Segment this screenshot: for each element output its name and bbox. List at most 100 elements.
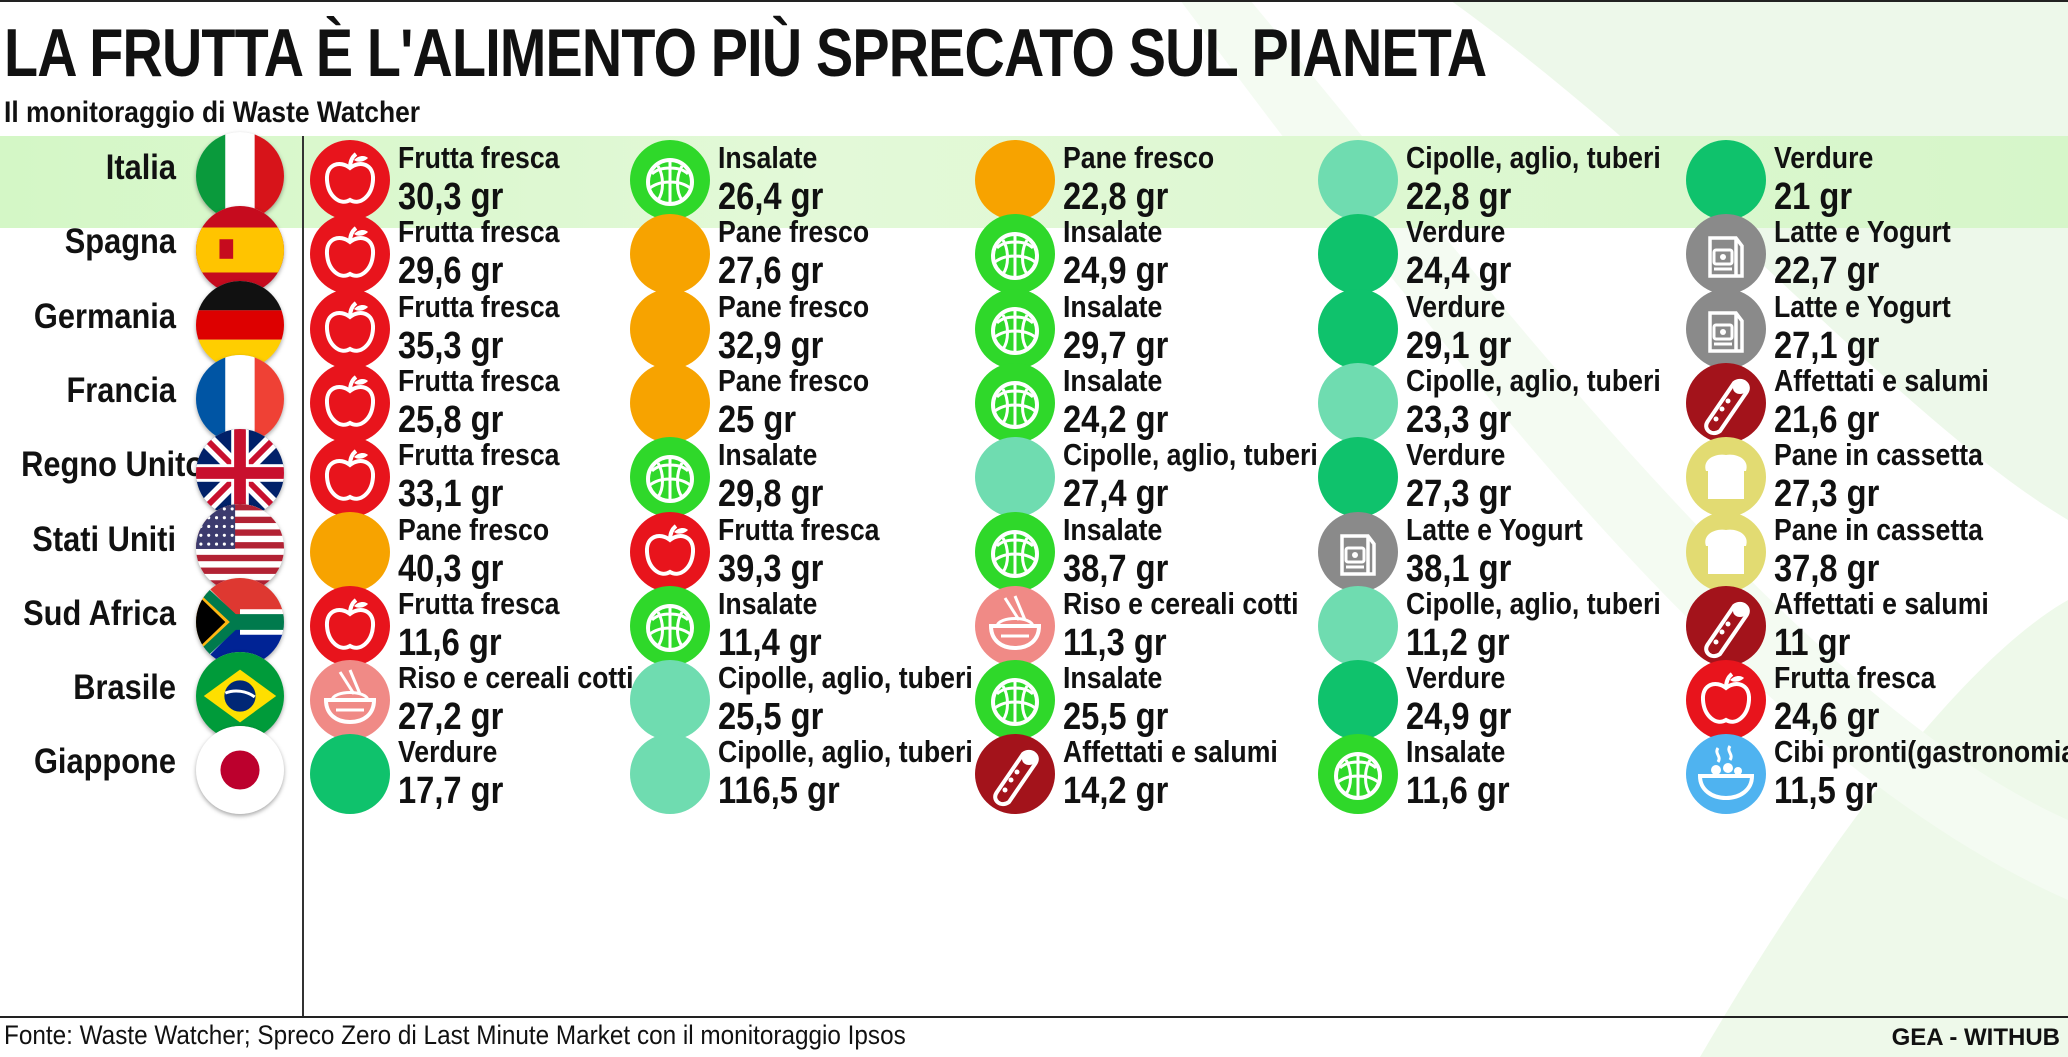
food-label: Cipolle, aglio, tuberi xyxy=(718,660,973,696)
country-name: Stati Uniti xyxy=(32,519,177,559)
food-item: Verdure 29,1 gr xyxy=(1318,281,1658,377)
food-value: 11,6 gr xyxy=(398,621,502,664)
food-label: Pane fresco xyxy=(1063,140,1215,175)
food-label: Frutta fresca xyxy=(398,140,560,175)
country-name: Italia xyxy=(105,148,176,187)
food-label: Frutta fresca xyxy=(398,585,560,621)
food-value: 37,8 gr xyxy=(1774,547,1880,590)
food-label: Insalate xyxy=(718,437,818,473)
apple-icon xyxy=(310,214,390,295)
food-label: Pane fresco xyxy=(718,362,870,398)
food-item: Latte e Yogurt 22,7 gr xyxy=(1686,206,2026,302)
food-value: 11 gr xyxy=(1774,621,1851,664)
food-value: 27,1 gr xyxy=(1774,324,1880,367)
page-subtitle: Il monitoraggio di Waste Watcher xyxy=(4,96,421,129)
food-item: Insalate 29,8 gr xyxy=(630,429,970,525)
food-label: Insalate xyxy=(1063,362,1163,398)
food-value: 25,5 gr xyxy=(718,696,824,739)
food-label: Riso e cereali cotti xyxy=(398,660,634,696)
france-flag xyxy=(196,354,284,443)
food-label: Frutta fresca xyxy=(398,214,560,250)
country-row: Giappone Verdure 17,7 gr Cipolle, aglio, tu… xyxy=(0,726,2068,815)
country-name: Francia xyxy=(66,370,176,410)
vegetables-icon xyxy=(1686,140,1766,220)
food-label: Verdure xyxy=(398,734,498,770)
food-item: Frutta fresca 11,6 gr xyxy=(310,578,650,674)
food-value: 27,3 gr xyxy=(1406,473,1512,516)
milk-carton-icon xyxy=(1686,214,1766,295)
food-label: Cibi pronti(gastronomia) xyxy=(1774,734,2068,770)
food-item: Insalate 26,4 gr xyxy=(630,132,970,228)
food-value: 39,3 gr xyxy=(718,547,824,590)
food-label: Insalate xyxy=(1063,511,1163,547)
food-value: 21,6 gr xyxy=(1774,398,1880,441)
food-item: Cipolle, aglio, tuberi 23,3 gr xyxy=(1318,355,1661,451)
food-value: 35,3 gr xyxy=(398,324,504,367)
food-value: 40,3 gr xyxy=(398,547,504,590)
food-value: 24,9 gr xyxy=(1063,250,1169,293)
country-row: Spagna Frutta fresca 29,6 gr Pane fresco 27… xyxy=(0,206,2068,295)
food-item: Frutta fresca 33,1 gr xyxy=(310,429,650,525)
food-item: Verdure 24,4 gr xyxy=(1318,206,1658,302)
food-label: Frutta fresca xyxy=(398,288,560,324)
food-value: 11,4 gr xyxy=(718,621,822,664)
bread-icon xyxy=(310,511,390,592)
food-value: 23,3 gr xyxy=(1406,398,1512,441)
food-label: Pane fresco xyxy=(398,511,550,547)
food-value: 29,7 gr xyxy=(1063,324,1169,367)
food-label: Verdure xyxy=(1774,140,1874,175)
germany-flag xyxy=(196,280,284,369)
food-item: Affettati e salumi 21,6 gr xyxy=(1686,355,2026,451)
food-label: Pane fresco xyxy=(718,214,870,250)
food-item: Insalate 24,2 gr xyxy=(975,355,1315,451)
food-item: Cipolle, aglio, tuberi 116,5 gr xyxy=(630,726,973,822)
food-item: Frutta fresca 29,6 gr xyxy=(310,206,650,302)
food-label: Cipolle, aglio, tuberi xyxy=(1063,437,1318,473)
food-label: Insalate xyxy=(1063,214,1163,250)
milk-carton-icon xyxy=(1318,511,1398,592)
food-item: Cipolle, aglio, tuberi 11,2 gr xyxy=(1318,578,1661,674)
bread-icon xyxy=(630,362,710,443)
country-name: Spagna xyxy=(64,222,176,262)
lettuce-icon xyxy=(975,511,1055,592)
food-item: Cibi pronti(gastronomia) 11,5 gr xyxy=(1686,726,2068,822)
country-name: Brasile xyxy=(73,668,176,708)
lettuce-icon xyxy=(975,288,1055,369)
food-item: Insalate 24,9 gr xyxy=(975,206,1315,302)
food-value: 22,7 gr xyxy=(1774,250,1880,293)
top-rule xyxy=(0,0,2068,2)
food-value: 29,8 gr xyxy=(718,473,824,516)
food-label: Cipolle, aglio, tuberi xyxy=(1406,585,1661,621)
food-label: Insalate xyxy=(718,585,818,621)
food-value: 11,3 gr xyxy=(1063,621,1167,664)
country-name: Sud Africa xyxy=(23,593,177,633)
food-value: 22,8 gr xyxy=(1406,176,1512,218)
spain-flag xyxy=(196,206,284,295)
lettuce-icon xyxy=(630,437,710,518)
food-label: Pane fresco xyxy=(718,288,870,324)
food-label: Frutta fresca xyxy=(398,362,560,398)
food-item: Pane in cassetta 27,3 gr xyxy=(1686,429,2026,525)
toast-icon xyxy=(1686,511,1766,592)
vegetables-icon xyxy=(1318,437,1398,518)
food-label: Pane in cassetta xyxy=(1774,437,1983,473)
rice-bowl-icon xyxy=(975,585,1055,666)
food-value: 11,5 gr xyxy=(1774,770,1878,813)
food-item: Insalate 29,7 gr xyxy=(975,281,1315,377)
onion-icon xyxy=(630,660,710,741)
lettuce-icon xyxy=(975,362,1055,443)
food-value: 25,5 gr xyxy=(1063,696,1169,739)
food-label: Latte e Yogurt xyxy=(1406,511,1583,547)
onion-icon xyxy=(630,734,710,815)
food-item: Pane fresco 40,3 gr xyxy=(310,504,650,600)
food-label: Cipolle, aglio, tuberi xyxy=(1406,362,1661,398)
food-value: 29,1 gr xyxy=(1406,324,1512,367)
food-label: Insalate xyxy=(718,140,818,175)
food-value: 33,1 gr xyxy=(398,473,504,516)
food-value: 27,4 gr xyxy=(1063,473,1169,516)
country-name: Giappone xyxy=(33,742,176,782)
food-value: 24,9 gr xyxy=(1406,696,1512,739)
food-label: Verdure xyxy=(1406,437,1506,473)
food-label: Riso e cereali cotti xyxy=(1063,585,1299,621)
food-item: Riso e cereali cotti 27,2 gr xyxy=(310,652,650,748)
